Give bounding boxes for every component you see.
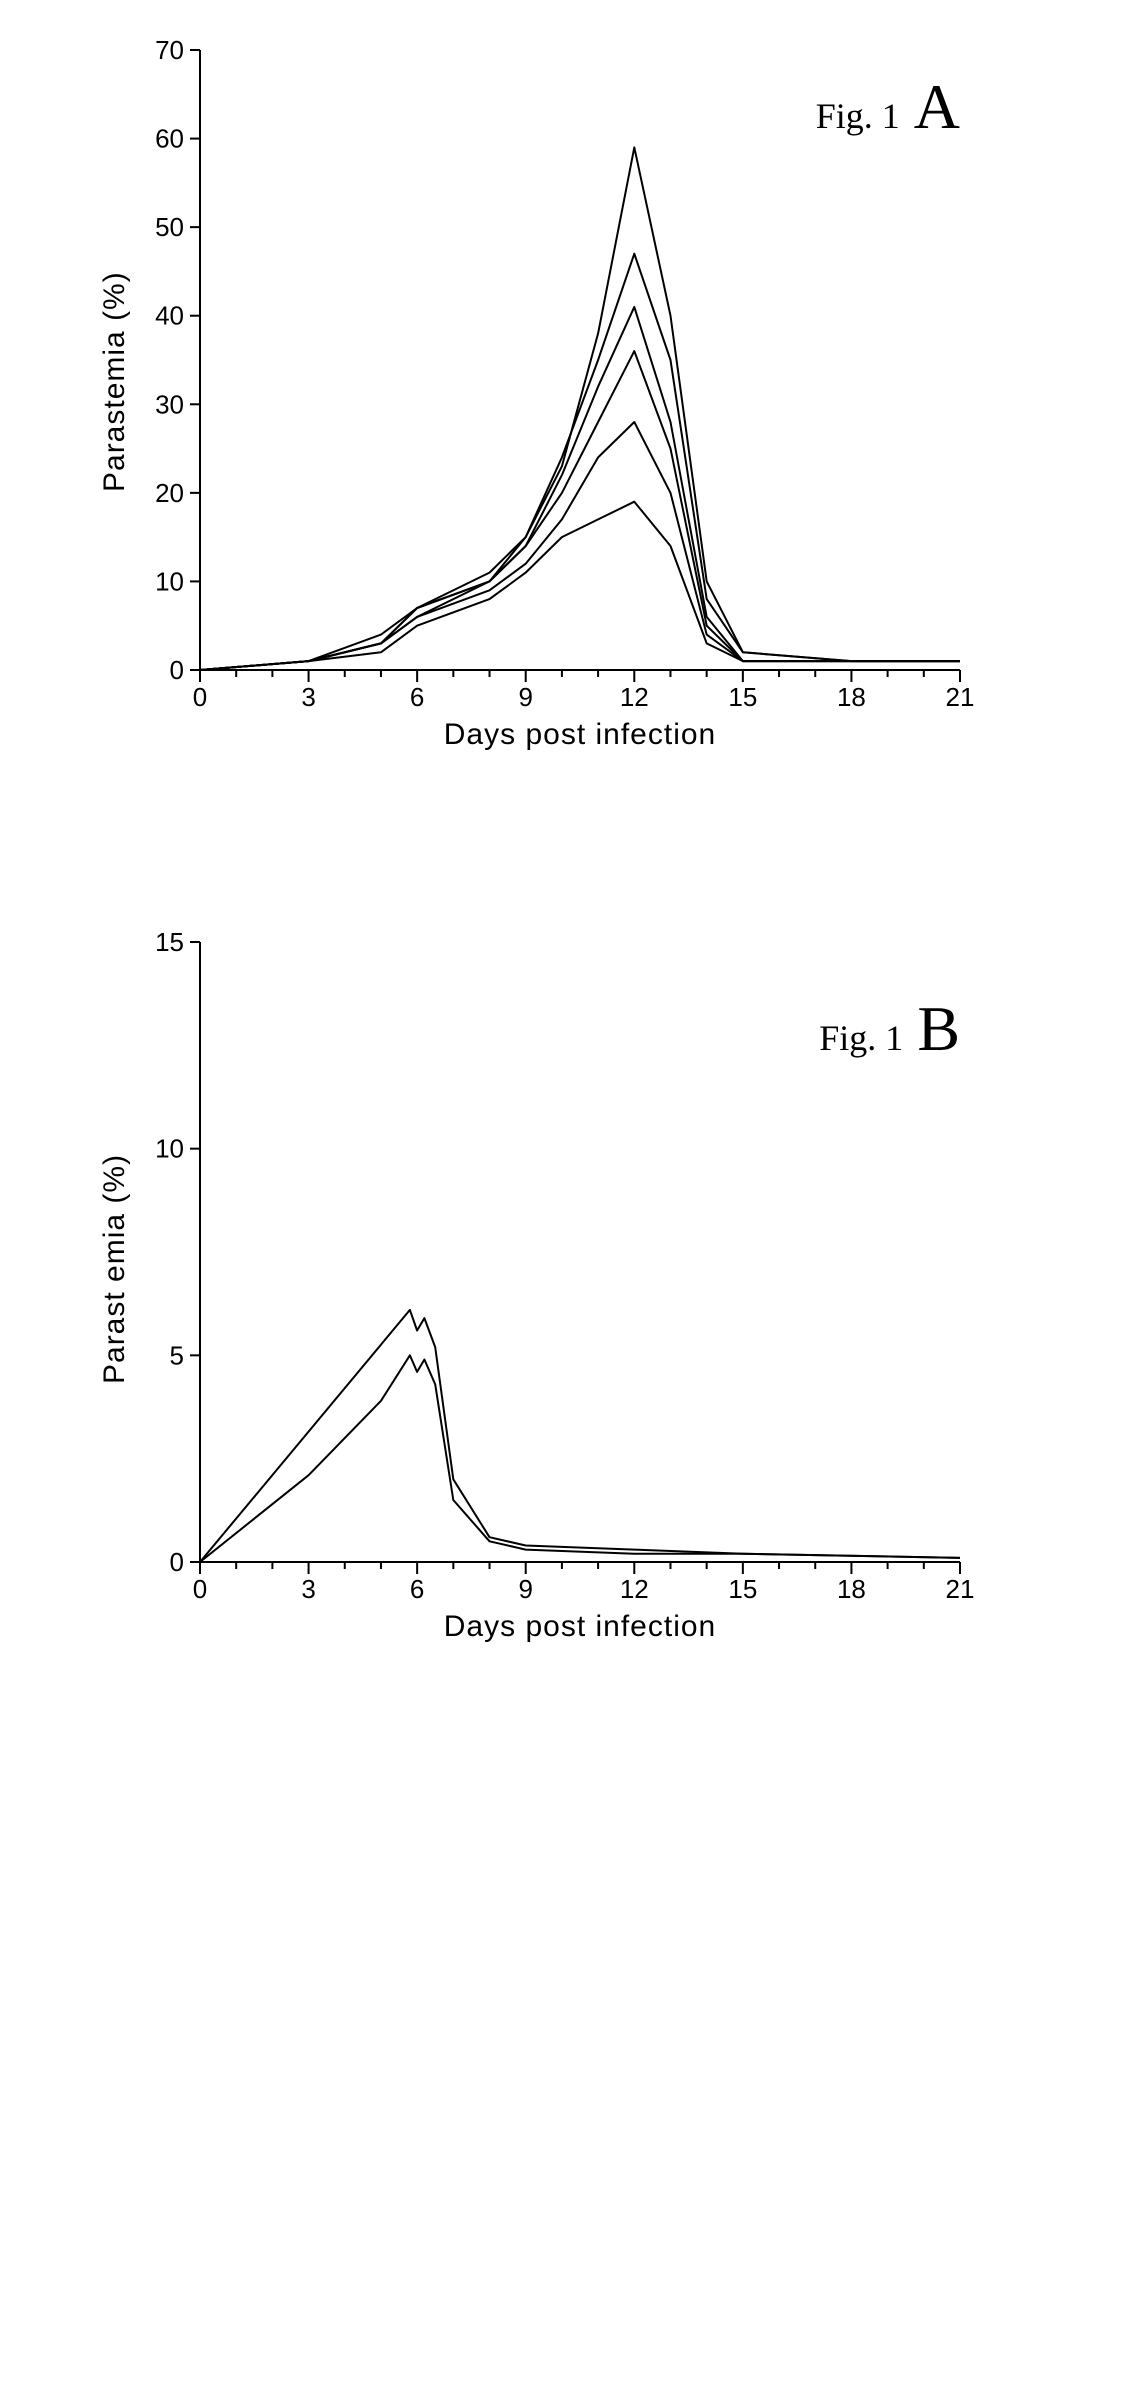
svg-text:0: 0 bbox=[193, 1574, 207, 1602]
svg-text:21: 21 bbox=[946, 1574, 975, 1602]
svg-text:9: 9 bbox=[518, 1574, 532, 1602]
figure-a-xlabel: Days post infection bbox=[200, 718, 960, 752]
figure-a-ylabel: Parastemia (%) bbox=[98, 242, 132, 492]
svg-text:18: 18 bbox=[837, 1574, 866, 1602]
svg-text:6: 6 bbox=[410, 682, 424, 710]
svg-text:40: 40 bbox=[155, 301, 184, 331]
figure-b-chartwrap: Fig. 1 B Parast emia (%) 051015036912151… bbox=[140, 932, 980, 1644]
figure-a-container: Fig. 1 A Parastemia (%) 0 10 20 30 40 50 60 70 0… bbox=[60, 40, 1075, 752]
svg-text:15: 15 bbox=[728, 682, 757, 710]
figure-a-chartwrap: Fig. 1 A Parastemia (%) 0102030405060700… bbox=[140, 40, 980, 752]
svg-text:70: 70 bbox=[155, 40, 184, 65]
svg-text:3: 3 bbox=[301, 1574, 315, 1602]
svg-text:0: 0 bbox=[170, 655, 184, 685]
svg-text:10: 10 bbox=[155, 566, 184, 596]
svg-text:21: 21 bbox=[946, 682, 975, 710]
svg-text:50: 50 bbox=[155, 212, 184, 242]
svg-text:9: 9 bbox=[518, 682, 532, 710]
svg-text:15: 15 bbox=[728, 1574, 757, 1602]
svg-text:60: 60 bbox=[155, 124, 184, 154]
figure-a-label-prefix: Fig. 1 bbox=[816, 96, 900, 136]
svg-text:30: 30 bbox=[155, 389, 184, 419]
svg-text:0: 0 bbox=[193, 682, 207, 710]
svg-text:0: 0 bbox=[170, 1547, 184, 1577]
svg-text:3: 3 bbox=[301, 682, 315, 710]
svg-text:18: 18 bbox=[837, 682, 866, 710]
svg-text:12: 12 bbox=[620, 682, 649, 710]
figure-b-label: Fig. 1 B bbox=[819, 992, 960, 1066]
figure-a-label: Fig. 1 A bbox=[816, 70, 960, 144]
svg-text:5: 5 bbox=[170, 1340, 184, 1370]
figure-b-ylabel: Parast emia (%) bbox=[98, 1134, 132, 1384]
svg-text:6: 6 bbox=[410, 1574, 424, 1602]
figure-b-label-prefix: Fig. 1 bbox=[819, 1018, 903, 1058]
figure-b-container: Fig. 1 B Parast emia (%) 0 5 10 15 0 3 6 9 12 15 1… bbox=[60, 932, 1075, 1644]
figure-b-label-letter: B bbox=[917, 993, 960, 1064]
svg-text:12: 12 bbox=[620, 1574, 649, 1602]
svg-text:10: 10 bbox=[155, 1134, 184, 1164]
svg-text:20: 20 bbox=[155, 478, 184, 508]
figure-b-xlabel: Days post infection bbox=[200, 1610, 960, 1644]
figure-a-label-letter: A bbox=[914, 71, 960, 142]
svg-text:15: 15 bbox=[155, 932, 184, 957]
